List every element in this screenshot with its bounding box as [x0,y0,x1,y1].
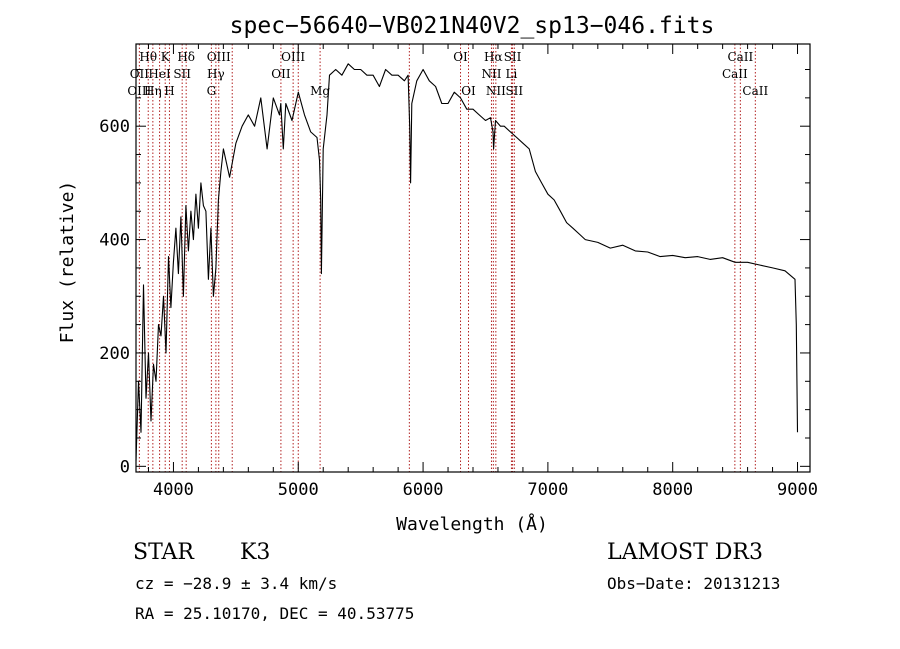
chart-title: spec−56640−VB021N40V2_sp13−046.fits [230,13,715,39]
object-subclass: K3 [240,540,271,565]
x-tick-label: 9000 [777,480,818,500]
y-tick-label: 0 [120,457,130,477]
flux-series-line [135,63,799,461]
marker-label: NII [481,67,501,81]
marker-label: Mg [310,84,330,98]
marker-label: Hα [484,50,503,64]
x-tick-label: 5000 [278,480,319,500]
x-axis: 4000 5000 6000 7000 8000 9000 [147,44,818,500]
marker-label: CaII [742,84,768,98]
sky-coordinates: RA = 25.10170, DEC = 40.53775 [135,604,415,623]
x-tick-label: 4000 [153,480,194,500]
redshift-velocity: cz = −28.9 ± 3.4 km/s [135,574,338,593]
marker-label: Hδ [177,50,195,64]
plot-frame [135,43,811,473]
y-axis-label: Flux (relative) [57,181,78,344]
marker-label: OIII [281,50,305,64]
y-tick-label: 400 [99,231,130,251]
marker-label: OI [453,50,468,64]
marker-label: NII [486,84,506,98]
marker-label: SII [173,67,191,81]
marker-label: K [161,50,171,64]
marker-label: SII [504,50,522,64]
marker-label: Hγ [207,67,225,81]
marker-label: OI [461,84,476,98]
y-tick-label: 200 [99,344,130,364]
marker-label: H [164,84,174,98]
marker-label: Hθ [139,50,157,64]
x-tick-label: 8000 [652,480,693,500]
y-axis: 0 200 400 600 [99,69,810,477]
marker-label: Hη [144,84,162,98]
marker-label: CaII [722,67,748,81]
y-tick-label: 600 [99,117,130,137]
marker-label: SII [505,84,523,98]
x-tick-label: 6000 [403,480,444,500]
marker-label: CaII [727,50,753,64]
x-tick-label: 7000 [527,480,568,500]
marker-label: HeI [148,67,171,81]
marker-label: Li [506,67,518,81]
marker-label: OII [271,67,291,81]
marker-label: OII [130,67,150,81]
object-class: STAR [133,540,194,565]
survey-name: LAMOST DR3 [607,540,763,565]
marker-label: G [207,84,217,98]
x-axis-label: Wavelength (Å) [396,513,548,535]
marker-label: OIII [207,50,231,64]
marker-label: OIII [127,84,151,98]
observation-date: Obs−Date: 20131213 [607,574,781,593]
emission-line-markers [138,44,756,472]
